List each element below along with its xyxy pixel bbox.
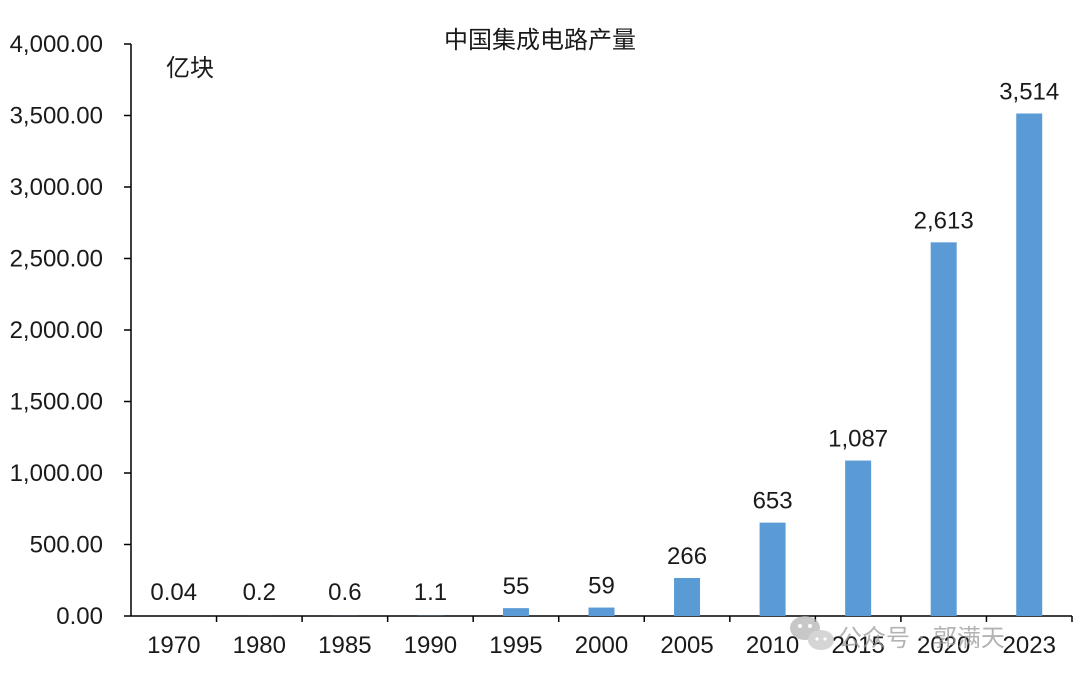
bar-2015: [845, 460, 872, 616]
y-tick-label: 2,000.00: [10, 317, 103, 344]
x-tick-label-1985: 1985: [318, 632, 371, 659]
bar-2020: [930, 242, 957, 616]
x-tick-label-1990: 1990: [404, 632, 457, 659]
y-tick-label: 1,500.00: [10, 389, 103, 416]
bars: [160, 113, 1043, 617]
y-tick-label: 500.00: [30, 532, 103, 559]
data-labels: 0.04 0.2 0.6 1.1 55 59 266 653 1,087 2,613 3,514: [150, 78, 1059, 606]
data-label-2023: 3,514: [999, 78, 1059, 105]
x-ticks: 1970 1980 1985 1990 1995 2000 2005 2010 2015 2020…: [147, 616, 1073, 659]
data-label-1980: 0.2: [243, 579, 276, 606]
data-label-1990: 1.1: [414, 579, 447, 606]
y-tick-label: 3,500.00: [10, 103, 103, 130]
watermark-text: 公众号 · 郭满天: [838, 624, 1005, 652]
wechat-icon: [790, 616, 834, 650]
data-label-2010: 653: [753, 488, 793, 515]
data-label-2000: 59: [588, 573, 615, 600]
x-tick-label-1995: 1995: [489, 632, 542, 659]
data-label-1970: 0.04: [150, 579, 197, 606]
data-label-1995: 55: [503, 573, 530, 600]
y-tick-label: 1,000.00: [10, 460, 103, 487]
unit-label: 亿块: [166, 54, 214, 82]
x-tick-label-1970: 1970: [147, 632, 200, 659]
x-tick-label-2015: 2015: [831, 632, 884, 659]
bar-2000: [588, 607, 615, 616]
x-tick-label-2010: 2010: [746, 632, 799, 659]
data-label-2005: 266: [667, 543, 707, 570]
x-tick-label-1980: 1980: [233, 632, 286, 659]
x-tick-label-2020: 2020: [917, 632, 970, 659]
bar-2005: [674, 577, 701, 616]
data-label-1985: 0.6: [328, 579, 361, 606]
watermark: 公众号 · 郭满天: [790, 616, 1005, 652]
y-ticks: 0.00 500.00 1,000.00 1,500.00 2,000.00 2,500.…: [10, 31, 131, 630]
x-tick-label-2005: 2005: [660, 632, 713, 659]
chart-title: 中国集成电路产量: [444, 26, 636, 54]
y-tick-label: 3,000.00: [10, 174, 103, 201]
data-label-2020: 2,613: [914, 207, 974, 234]
bar-2023: [1016, 113, 1043, 617]
y-tick-label: 2,500.00: [10, 246, 103, 273]
bar-2010: [759, 522, 786, 616]
data-label-2015: 1,087: [828, 426, 888, 453]
bar-1995: [502, 608, 529, 616]
x-tick-label-2023: 2023: [1003, 632, 1056, 659]
y-tick-label: 0.00: [56, 603, 103, 630]
x-tick-label-2000: 2000: [575, 632, 628, 659]
y-tick-label: 4,000.00: [10, 31, 103, 58]
